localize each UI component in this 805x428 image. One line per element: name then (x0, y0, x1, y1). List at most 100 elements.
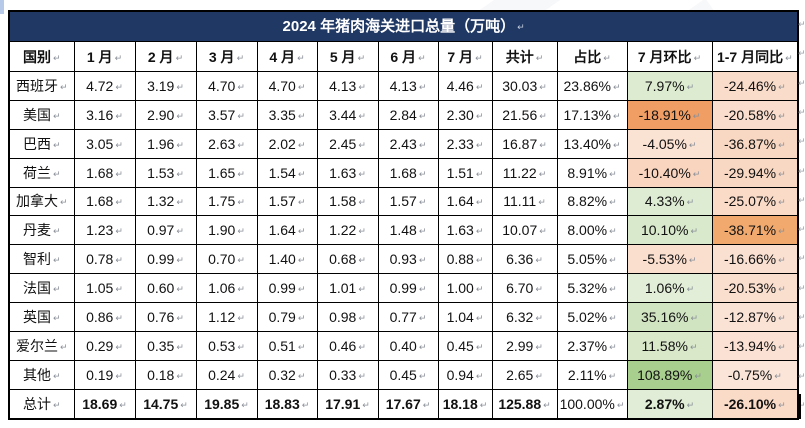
column-header-2[interactable]: 2 月 ↵ (134, 41, 197, 72)
cell-month-5[interactable]: 2.45 ↵ (316, 128, 379, 159)
cell-month-3[interactable]: 0.24 ↵ (195, 359, 258, 390)
column-header-4[interactable]: 4 月 ↵ (256, 41, 318, 72)
cell-month-5[interactable]: 4.13 ↵ (316, 71, 379, 101)
cell-month-2[interactable]: 2.90 ↵ (134, 99, 197, 130)
cell-share[interactable]: 5.02% ↵ (556, 302, 628, 332)
cell-month-3[interactable]: 1.12 ↵ (195, 302, 258, 332)
cell-month-2[interactable]: 1.53 ↵ (134, 157, 197, 188)
cell-share[interactable]: 8.00% ↵ (556, 215, 628, 246)
cell-share[interactable]: 5.32% ↵ (556, 273, 628, 303)
cell-country[interactable]: 丹麦 ↵ (8, 215, 75, 246)
cell-month-1[interactable]: 3.16 ↵ (73, 99, 136, 130)
cell-total[interactable]: 11.22 ↵ (491, 157, 558, 188)
cell-mom[interactable]: -4.05% ↵ (626, 128, 713, 159)
cell-month-7[interactable]: 1.04 ↵ (437, 302, 493, 332)
cell-total[interactable]: 21.56 ↵ (491, 99, 558, 130)
cell-month-5[interactable]: 1.58 ↵ (316, 186, 379, 217)
cell-month-5[interactable]: 3.44 ↵ (316, 99, 379, 130)
cell-month-6[interactable]: 0.45 ↵ (377, 359, 439, 390)
cell-month-3[interactable]: 2.63 ↵ (195, 128, 258, 159)
cell-mom[interactable]: 4.33% ↵ (626, 186, 713, 217)
cell-month-4[interactable]: 0.32 ↵ (256, 359, 318, 390)
cell-month-1[interactable]: 0.19 ↵ (73, 359, 136, 390)
cell-month-4[interactable]: 2.02 ↵ (256, 128, 318, 159)
cell-country[interactable]: 巴西 ↵ (8, 128, 75, 159)
cell-total[interactable]: 10.07 ↵ (491, 215, 558, 246)
cell-month-2[interactable]: 0.99 ↵ (134, 244, 197, 275)
cell-month-7[interactable]: 0.45 ↵ (437, 330, 493, 361)
cell-mom[interactable]: 10.10% ↵ (626, 215, 713, 246)
cell-month-4[interactable]: 0.99 ↵ (256, 273, 318, 303)
cell-month-5[interactable]: 1.22 ↵ (316, 215, 379, 246)
cell-mom[interactable]: -18.91% ↵ (626, 99, 713, 130)
cell-yoy[interactable]: -26.10% ↵ (711, 388, 799, 420)
cell-country[interactable]: 美国 ↵ (8, 99, 75, 130)
cell-mom[interactable]: 2.87% ↵ (626, 388, 713, 420)
column-header-8[interactable]: 共计 ↵ (491, 41, 558, 72)
cell-yoy[interactable]: -29.94% ↵ (711, 157, 799, 188)
cell-month-4[interactable]: 1.40 ↵ (256, 244, 318, 275)
cell-share[interactable]: 2.37% ↵ (556, 330, 628, 361)
cell-country[interactable]: 英国 ↵ (8, 302, 75, 332)
cell-month-4[interactable]: 0.79 ↵ (256, 302, 318, 332)
cell-month-6[interactable]: 1.48 ↵ (377, 215, 439, 246)
cell-month-6[interactable]: 0.99 ↵ (377, 273, 439, 303)
cell-month-7[interactable]: 1.00 ↵ (437, 273, 493, 303)
cell-month-2[interactable]: 1.96 ↵ (134, 128, 197, 159)
cell-month-7[interactable]: 0.94 ↵ (437, 359, 493, 390)
cell-month-4[interactable]: 4.70 ↵ (256, 71, 318, 101)
cell-month-2[interactable]: 0.60 ↵ (134, 273, 197, 303)
cell-month-7[interactable]: 1.51 ↵ (437, 157, 493, 188)
cell-month-3[interactable]: 1.06 ↵ (195, 273, 258, 303)
cell-month-6[interactable]: 0.40 ↵ (377, 330, 439, 361)
cell-month-5[interactable]: 0.98 ↵ (316, 302, 379, 332)
cell-share[interactable]: 17.13% ↵ (556, 99, 628, 130)
cell-yoy[interactable]: -24.46% ↵ (711, 71, 799, 101)
cell-total[interactable]: 6.70 ↵ (491, 273, 558, 303)
cell-country[interactable]: 西班牙 ↵ (8, 71, 75, 101)
cell-month-7[interactable]: 1.64 ↵ (437, 186, 493, 217)
cell-month-4[interactable]: 1.54 ↵ (256, 157, 318, 188)
cell-country[interactable]: 总计 ↵ (8, 388, 75, 420)
cell-month-6[interactable]: 1.57 ↵ (377, 186, 439, 217)
cell-month-1[interactable]: 18.69 ↵ (73, 388, 136, 420)
cell-country[interactable]: 智利 ↵ (8, 244, 75, 275)
column-header-3[interactable]: 3 月 ↵ (195, 41, 258, 72)
cell-country[interactable]: 其他 ↵ (8, 359, 75, 390)
column-header-0[interactable]: 国别 ↵ (8, 41, 75, 72)
cell-month-3[interactable]: 1.90 ↵ (195, 215, 258, 246)
cell-country[interactable]: 荷兰 ↵ (8, 157, 75, 188)
cell-month-2[interactable]: 3.19 ↵ (134, 71, 197, 101)
cell-total[interactable]: 6.36 ↵ (491, 244, 558, 275)
cell-month-4[interactable]: 18.83 ↵ (256, 388, 318, 420)
cell-month-3[interactable]: 4.70 ↵ (195, 71, 258, 101)
cell-month-6[interactable]: 0.77 ↵ (377, 302, 439, 332)
cell-month-1[interactable]: 1.05 ↵ (73, 273, 136, 303)
cell-country[interactable]: 法国 ↵ (8, 273, 75, 303)
cell-total[interactable]: 11.11 ↵ (491, 186, 558, 217)
cell-yoy[interactable]: -13.94% ↵ (711, 330, 799, 361)
cell-share[interactable]: 100.00% ↵ (556, 388, 628, 420)
cell-month-7[interactable]: 1.63 ↵ (437, 215, 493, 246)
cell-share[interactable]: 8.91% ↵ (556, 157, 628, 188)
cell-yoy[interactable]: -25.07% ↵ (711, 186, 799, 217)
cell-mom[interactable]: 11.58% ↵ (626, 330, 713, 361)
cell-total[interactable]: 2.99 ↵ (491, 330, 558, 361)
cell-month-5[interactable]: 0.46 ↵ (316, 330, 379, 361)
cell-total[interactable]: 30.03 ↵ (491, 71, 558, 101)
cell-month-1[interactable]: 4.72 ↵ (73, 71, 136, 101)
cell-month-6[interactable]: 1.68 ↵ (377, 157, 439, 188)
cell-total[interactable]: 16.87 ↵ (491, 128, 558, 159)
cell-month-3[interactable]: 0.53 ↵ (195, 330, 258, 361)
cell-month-2[interactable]: 0.76 ↵ (134, 302, 197, 332)
cell-yoy[interactable]: -36.87% ↵ (711, 128, 799, 159)
cell-month-1[interactable]: 1.68 ↵ (73, 186, 136, 217)
cell-month-3[interactable]: 0.70 ↵ (195, 244, 258, 275)
cell-month-3[interactable]: 3.57 ↵ (195, 99, 258, 130)
cell-month-1[interactable]: 1.68 ↵ (73, 157, 136, 188)
cell-mom[interactable]: 7.97% ↵ (626, 71, 713, 101)
cell-share[interactable]: 8.82% ↵ (556, 186, 628, 217)
cell-share[interactable]: 2.11% ↵ (556, 359, 628, 390)
cell-yoy[interactable]: -20.53% ↵ (711, 273, 799, 303)
cell-month-4[interactable]: 3.35 ↵ (256, 99, 318, 130)
